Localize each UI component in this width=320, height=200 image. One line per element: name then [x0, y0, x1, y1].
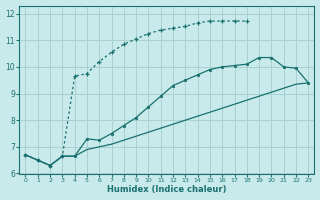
X-axis label: Humidex (Indice chaleur): Humidex (Indice chaleur) [107, 185, 227, 194]
